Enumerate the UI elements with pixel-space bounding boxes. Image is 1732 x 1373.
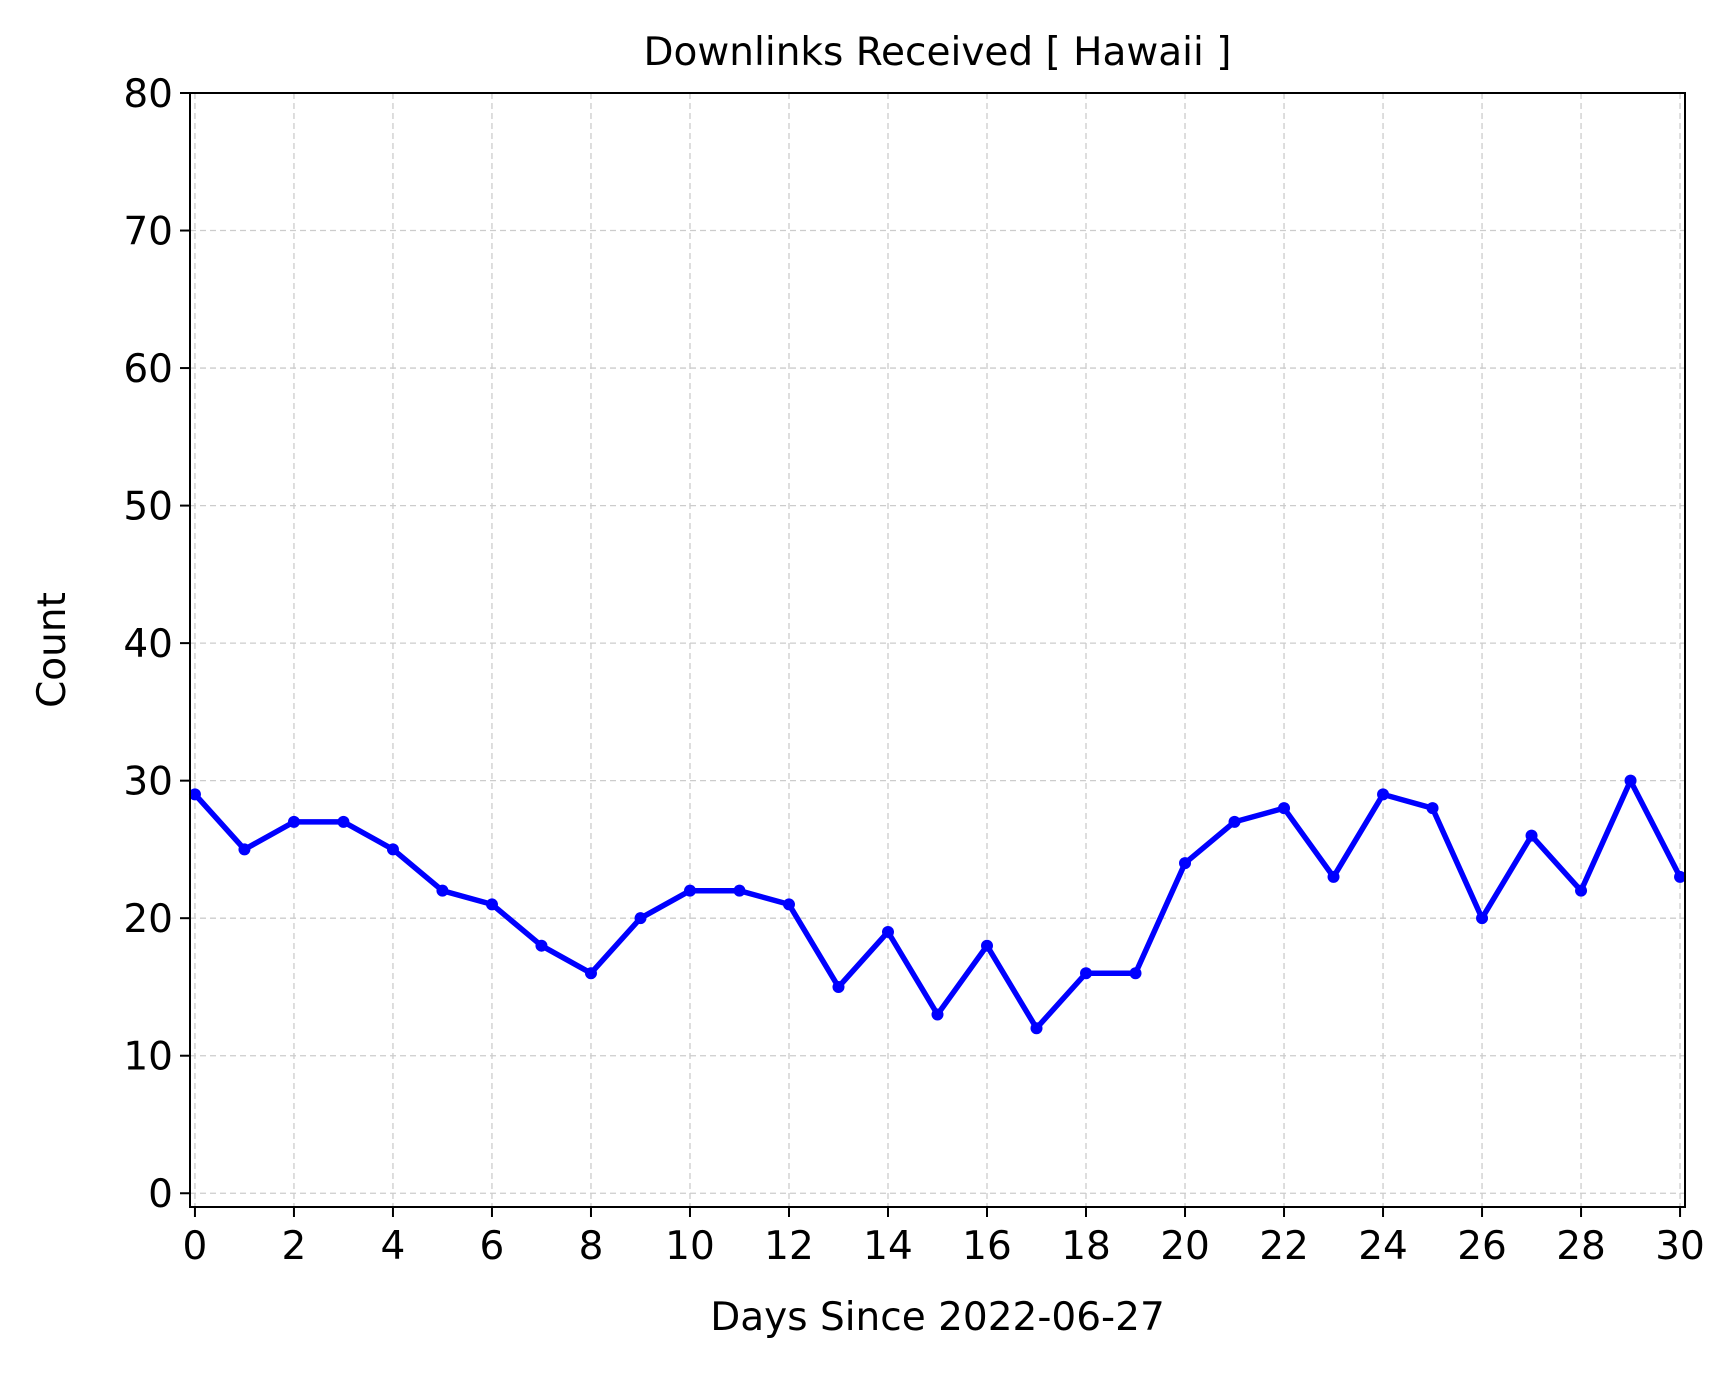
x-tick-label: 18 — [1061, 1224, 1111, 1269]
x-axis-ticks: 0 2 4 6 8 10 12 14 16 18 20 22 24 26 28 30 — [183, 1207, 1705, 1269]
data-point — [1624, 774, 1637, 787]
y-tick-label: 10 — [123, 1035, 173, 1080]
data-point — [386, 843, 399, 856]
x-tick-label: 2 — [282, 1224, 307, 1269]
y-tick-label: 60 — [123, 347, 173, 392]
data-point — [634, 912, 647, 925]
data-point — [238, 843, 251, 856]
grid — [190, 92, 1685, 1207]
x-tick-label: 16 — [962, 1224, 1012, 1269]
data-point — [683, 884, 696, 897]
data-point — [1525, 829, 1538, 842]
x-tick-label: 12 — [764, 1224, 814, 1269]
y-axis-ticks: 0 10 20 30 40 50 60 70 80 — [123, 72, 190, 1217]
data-point — [337, 815, 350, 828]
data-point — [881, 925, 894, 938]
data-point — [1426, 802, 1439, 815]
y-tick-label: 30 — [123, 760, 173, 805]
data-point — [981, 939, 994, 952]
x-tick-label: 0 — [183, 1224, 208, 1269]
data-point — [1228, 815, 1241, 828]
data-point — [1327, 870, 1340, 883]
x-tick-label: 28 — [1556, 1224, 1606, 1269]
data-point — [1674, 870, 1687, 883]
data-point — [584, 967, 597, 980]
data-point — [188, 788, 201, 801]
data-point — [1377, 788, 1390, 801]
data-point — [1030, 1022, 1043, 1035]
data-point — [1179, 857, 1192, 870]
y-tick-label: 50 — [123, 485, 173, 530]
x-axis-label: Days Since 2022-06-27 — [710, 1295, 1165, 1340]
x-tick-label: 10 — [665, 1224, 715, 1269]
y-axis-label: Count — [30, 592, 75, 708]
data-point — [287, 815, 300, 828]
y-tick-label: 70 — [123, 210, 173, 255]
x-tick-label: 6 — [480, 1224, 505, 1269]
x-tick-label: 8 — [579, 1224, 604, 1269]
data-point — [1278, 802, 1291, 815]
x-tick-label: 22 — [1259, 1224, 1309, 1269]
data-point — [832, 980, 845, 993]
data-point — [931, 1008, 944, 1021]
data-point — [733, 884, 746, 897]
data-point — [1129, 967, 1142, 980]
chart-title: Downlinks Received [ Hawaii ] — [644, 30, 1232, 75]
y-tick-label: 20 — [123, 897, 173, 942]
x-tick-label: 14 — [863, 1224, 913, 1269]
x-tick-label: 4 — [381, 1224, 406, 1269]
x-tick-label: 26 — [1457, 1224, 1507, 1269]
data-point — [1476, 912, 1489, 925]
series-layer — [188, 774, 1687, 1035]
y-tick-label: 40 — [123, 622, 173, 667]
plot-frame — [189, 92, 1686, 1208]
y-tick-label: 0 — [148, 1172, 173, 1217]
y-tick-label: 80 — [123, 72, 173, 117]
data-point — [782, 898, 795, 911]
data-point — [485, 898, 498, 911]
x-tick-label: 30 — [1655, 1224, 1705, 1269]
data-point — [436, 884, 449, 897]
x-tick-label: 24 — [1358, 1224, 1408, 1269]
data-point — [1080, 967, 1093, 980]
x-tick-label: 20 — [1160, 1224, 1210, 1269]
data-point — [1575, 884, 1588, 897]
data-point — [535, 939, 548, 952]
